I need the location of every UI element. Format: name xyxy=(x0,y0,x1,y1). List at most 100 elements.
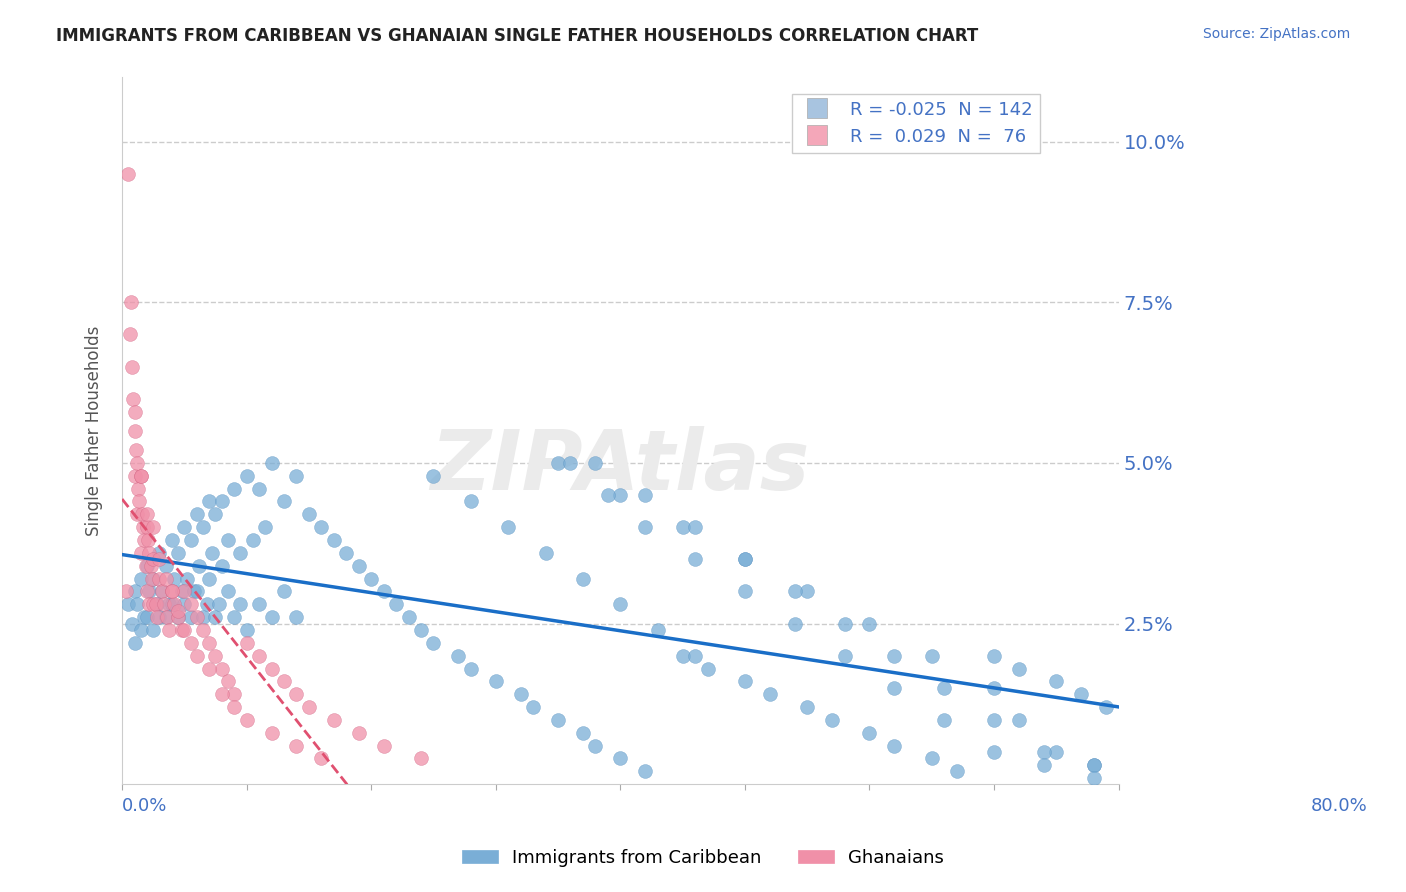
Point xyxy=(136,508,159,522)
Point xyxy=(409,623,432,637)
Point xyxy=(157,623,180,637)
Point xyxy=(167,604,190,618)
Point xyxy=(460,494,482,508)
Point xyxy=(129,546,152,560)
Text: Source: ZipAtlas.com: Source: ZipAtlas.com xyxy=(1202,27,1350,41)
Point xyxy=(509,687,531,701)
Point xyxy=(128,494,150,508)
Point xyxy=(129,468,152,483)
Point xyxy=(485,674,508,689)
Point xyxy=(634,764,657,779)
Point xyxy=(195,597,218,611)
Point xyxy=(160,584,183,599)
Point xyxy=(696,661,718,675)
Point xyxy=(734,552,756,566)
Point xyxy=(201,546,224,560)
Point xyxy=(136,558,159,573)
Point xyxy=(273,674,295,689)
Point xyxy=(122,392,145,406)
Point xyxy=(148,610,170,624)
Point xyxy=(821,713,844,727)
Point xyxy=(118,327,141,342)
Point xyxy=(224,610,246,624)
Point xyxy=(124,636,146,650)
Point xyxy=(560,456,582,470)
Point xyxy=(298,508,321,522)
Point xyxy=(167,546,190,560)
Point xyxy=(183,584,205,599)
Point xyxy=(138,597,160,611)
Point xyxy=(634,488,657,502)
Point xyxy=(142,520,165,534)
Point xyxy=(127,482,149,496)
Point xyxy=(125,597,148,611)
Point xyxy=(186,648,208,663)
Point xyxy=(883,739,905,753)
Point xyxy=(547,456,569,470)
Point xyxy=(208,597,231,611)
Point xyxy=(170,623,193,637)
Point xyxy=(142,597,165,611)
Point xyxy=(398,610,420,624)
Point xyxy=(153,597,176,611)
Point xyxy=(273,494,295,508)
Point xyxy=(224,687,246,701)
Point xyxy=(155,572,177,586)
Y-axis label: Single Father Households: Single Father Households xyxy=(86,326,103,536)
Point xyxy=(136,584,159,599)
Point xyxy=(1083,758,1105,772)
Point xyxy=(322,713,344,727)
Point xyxy=(934,681,956,695)
Point xyxy=(132,520,155,534)
Point xyxy=(138,546,160,560)
Point xyxy=(734,674,756,689)
Point xyxy=(136,520,159,534)
Point xyxy=(260,610,283,624)
Point xyxy=(285,739,308,753)
Point xyxy=(160,597,183,611)
Point xyxy=(204,508,226,522)
Point xyxy=(647,623,669,637)
Point xyxy=(198,636,221,650)
Point xyxy=(273,584,295,599)
Point xyxy=(235,713,257,727)
Point xyxy=(447,648,470,663)
Point xyxy=(180,610,202,624)
Point xyxy=(120,295,142,310)
Point xyxy=(834,648,856,663)
Point xyxy=(141,572,163,586)
Point xyxy=(583,456,606,470)
Point xyxy=(596,488,619,502)
Point xyxy=(983,648,1005,663)
Point xyxy=(422,468,444,483)
Text: 0.0%: 0.0% xyxy=(122,797,167,815)
Point xyxy=(834,616,856,631)
Point xyxy=(136,610,159,624)
Point xyxy=(191,623,214,637)
Point xyxy=(385,597,408,611)
Point xyxy=(609,488,631,502)
Point xyxy=(683,648,706,663)
Point xyxy=(136,533,159,547)
Point xyxy=(211,687,233,701)
Point xyxy=(1083,758,1105,772)
Point xyxy=(131,508,153,522)
Point xyxy=(124,468,146,483)
Point xyxy=(783,616,806,631)
Point xyxy=(1070,687,1092,701)
Point xyxy=(683,520,706,534)
Point xyxy=(285,687,308,701)
Point xyxy=(198,572,221,586)
Point xyxy=(117,167,139,181)
Point xyxy=(858,726,880,740)
Point xyxy=(373,739,395,753)
Point xyxy=(311,520,333,534)
Point xyxy=(311,751,333,765)
Point xyxy=(285,610,308,624)
Point xyxy=(198,494,221,508)
Point xyxy=(124,424,146,438)
Point xyxy=(173,623,195,637)
Point xyxy=(160,584,183,599)
Point xyxy=(235,636,257,650)
Point xyxy=(138,584,160,599)
